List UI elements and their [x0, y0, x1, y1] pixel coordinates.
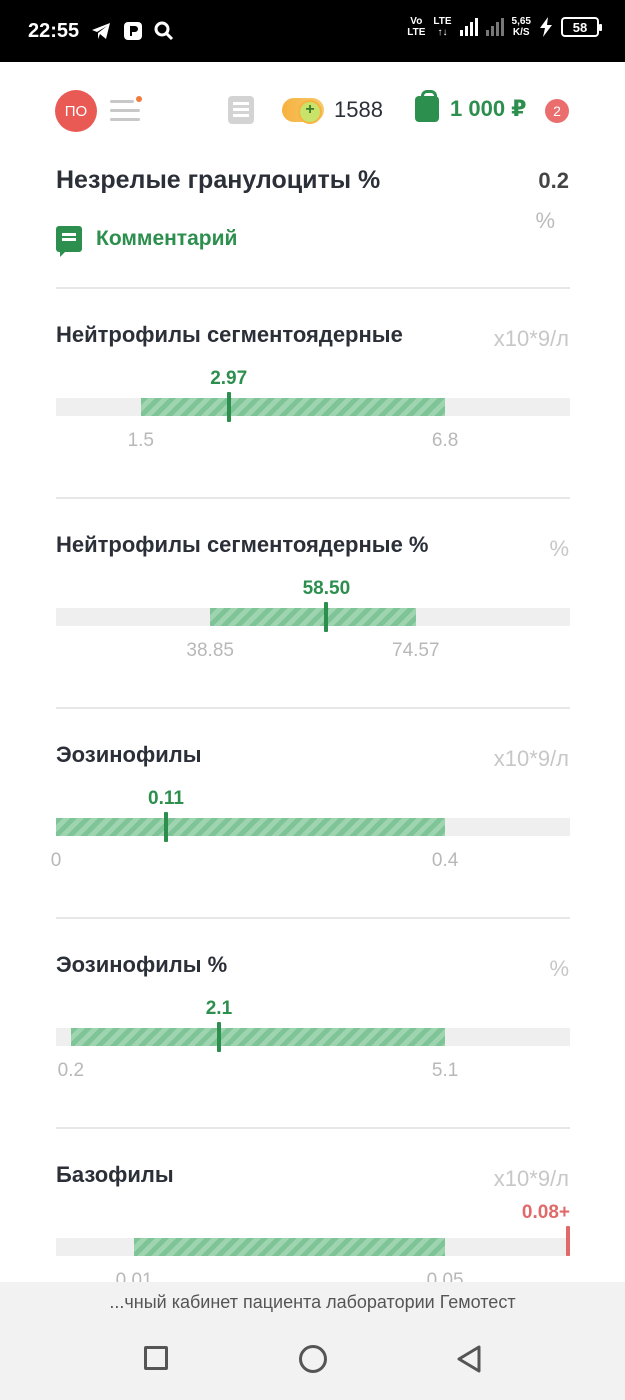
result-value: 0.2 [538, 168, 569, 193]
notification-badge[interactable]: 2 [545, 99, 569, 123]
signal-bars-icon [459, 18, 478, 36]
volte-indicator: Vo LTE [407, 16, 426, 38]
app-header: ПО 1588 1 000 ₽ 2 [0, 62, 625, 162]
divider [56, 917, 570, 919]
coin-count[interactable]: 1588 [334, 97, 383, 122]
result-item[interactable]: Эозинофилы %% 2.1 0.2 5.1 [0, 918, 625, 1128]
reference-min: 38.85 [186, 640, 234, 661]
comment-button[interactable]: Комментарий [56, 226, 238, 257]
result-value: 2.97 [210, 368, 248, 389]
result-unit: % [549, 956, 569, 981]
result-name: Эозинофилы [56, 742, 202, 767]
recent-apps-button[interactable] [144, 1346, 168, 1370]
signal-bars-2-icon [485, 18, 504, 36]
menu-notification-dot [136, 96, 142, 102]
reference-range [210, 608, 416, 626]
reference-max: 6.8 [431, 430, 459, 451]
divider [56, 287, 570, 289]
result-item[interactable]: Базофилы x10*9/л 0.08+ 0.01 0.05 [0, 1128, 625, 1338]
reference-max: 5.1 [431, 1060, 459, 1081]
lte-indicator: LTE ↑↓ [433, 16, 452, 38]
result-item[interactable]: Эозинофилы x10*9/л 0.11 0 0.4 [0, 708, 625, 918]
result-name: Базофилы [56, 1162, 174, 1187]
result-unit: x10*9/л [493, 746, 569, 771]
bottom-bar: ...чный кабинет пациента лаборатории Гем… [0, 1282, 625, 1400]
result-value: 58.50 [302, 578, 351, 599]
telegram-icon [92, 23, 110, 39]
app-caption: ...чный кабинет пациента лаборатории Гем… [109, 1292, 516, 1312]
reference-max: 74.57 [392, 640, 440, 661]
result-name: Нейтрофилы сегментоядерные % [56, 532, 429, 557]
status-bar: 22:55 Vo LTE LTE ↑↓ 5,65 K/S 58 [0, 0, 625, 62]
divider [56, 497, 570, 499]
result-name: Незрелые гранулоциты % [56, 166, 381, 194]
bonus-coins-icon[interactable] [282, 98, 324, 124]
value-marker [324, 602, 329, 632]
reference-track [56, 1226, 570, 1256]
reference-min: 0.2 [57, 1060, 85, 1081]
result-value: 0.08+ [521, 1202, 570, 1223]
value-marker [163, 812, 168, 842]
charging-icon [540, 17, 552, 37]
app-p-icon [124, 22, 142, 40]
result-item[interactable]: Нейтрофилы сегментоядерные x10*9/л 2.97 1.5… [0, 288, 625, 498]
list-icon[interactable] [228, 96, 254, 124]
result-unit: % [535, 208, 555, 233]
reference-range [56, 818, 446, 836]
result-item-immature-granulocytes: Незрелые гранулоциты % 0.2 % Комментарий [0, 162, 625, 288]
battery-icon: 58 [561, 17, 602, 37]
comment-label: Комментарий [96, 227, 238, 250]
divider [56, 1127, 570, 1129]
search-icon [154, 21, 174, 41]
back-button[interactable] [455, 1344, 483, 1374]
result-name: Эозинофилы % [56, 952, 228, 977]
reference-range [134, 1238, 446, 1256]
reference-max: 0.4 [431, 850, 459, 871]
result-name: Нейтрофилы сегментоядерные [56, 322, 403, 347]
result-unit: x10*9/л [493, 1166, 569, 1191]
battery-level: 58 [572, 19, 588, 35]
result-unit: x10*9/л [493, 326, 569, 351]
menu-icon[interactable] [110, 100, 140, 124]
comment-icon [56, 226, 82, 257]
status-time: 22:55 [28, 20, 80, 42]
value-marker [566, 1226, 570, 1256]
reference-min: 0 [50, 850, 62, 871]
divider [56, 707, 570, 709]
result-unit: % [549, 536, 569, 561]
home-button[interactable] [299, 1345, 327, 1373]
reference-track [56, 1022, 570, 1052]
value-marker [216, 1022, 221, 1052]
value-marker [226, 392, 231, 422]
reference-min: 1.5 [127, 430, 155, 451]
reference-track [56, 602, 570, 632]
reference-track [56, 392, 570, 422]
reference-range [140, 398, 446, 416]
wallet-amount[interactable]: 1 000 ₽ [450, 96, 527, 121]
reference-track [56, 812, 570, 842]
reference-range [70, 1028, 446, 1046]
avatar[interactable]: ПО [55, 90, 97, 132]
result-value: 0.11 [148, 788, 184, 809]
net-speed: 5,65 K/S [511, 16, 531, 38]
wallet-icon[interactable] [415, 90, 439, 122]
result-value: 2.1 [205, 998, 233, 1019]
result-item[interactable]: Нейтрофилы сегментоядерные %% 58.50 38.85 7… [0, 498, 625, 708]
status-right: Vo LTE LTE ↑↓ 5,65 K/S 58 [407, 16, 602, 38]
